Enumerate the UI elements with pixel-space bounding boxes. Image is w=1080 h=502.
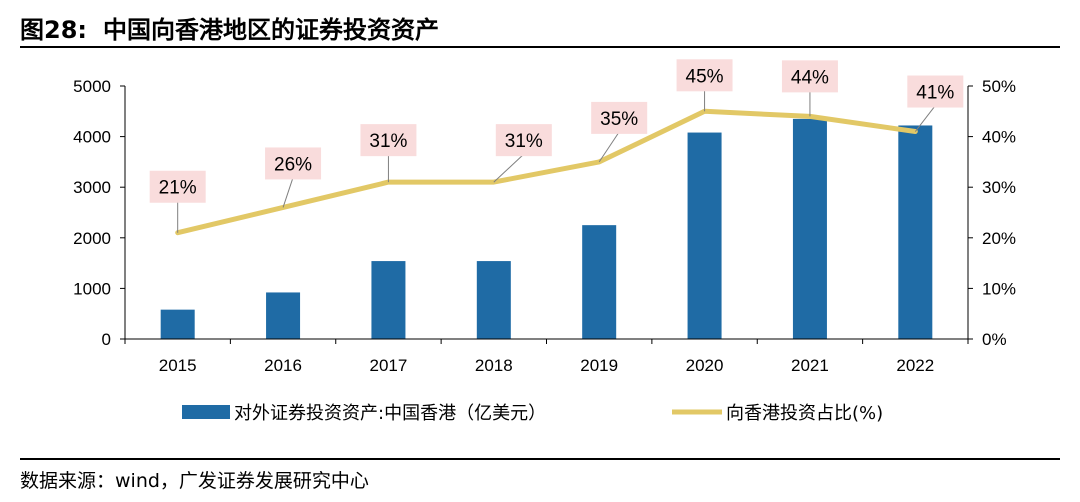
line-series-share (175, 108, 918, 236)
y-right-tick-label: 0% (982, 330, 1007, 349)
chart: 0 1000 2000 3000 4000 5000 0% 10% 20% 30% 40% 50% 20… (73, 59, 1016, 424)
axes-layer: 0 1000 2000 3000 4000 5000 0% 10% 20% 30% 40% 50% 20… (73, 77, 1016, 375)
data-label-box (676, 59, 733, 92)
legend-swatch-bar (182, 405, 230, 419)
bottom-rule (20, 458, 1060, 460)
legend: 对外证券投资资产:中国香港（亿美元） 向香港投资占比(%) (182, 403, 883, 424)
y-right-tick-label: 40% (982, 128, 1016, 147)
labels-layer: 21% 26% 31% 31% 35% 45% 44% 41% (149, 59, 964, 233)
data-label-2017: 31% (369, 131, 407, 152)
x-tick-label-2016: 2016 (264, 356, 302, 375)
bar-2017 (371, 261, 406, 339)
data-label-2015: 21% (159, 178, 197, 199)
x-tick-label-2017: 2017 (370, 356, 408, 375)
title-bar: 图28: 中国向香港地区的证券投资资产 (0, 0, 1080, 48)
x-tick-label-2022: 2022 (896, 356, 934, 375)
y-right-tick-label: 30% (982, 178, 1016, 197)
bar-2018 (476, 261, 511, 339)
y-left-tick-label: 5000 (73, 77, 111, 96)
bar-2019 (582, 225, 617, 339)
bars-layer (160, 118, 933, 339)
data-label-box (781, 60, 838, 93)
data-label-2016: 26% (274, 154, 312, 175)
data-label-box (360, 124, 417, 157)
data-label-2018: 31% (505, 131, 543, 152)
source-note: 数据来源：wind，广发证券发展研究中心 (20, 470, 369, 492)
x-tick-label-2020: 2020 (686, 356, 724, 375)
data-label-2019: 35% (600, 109, 638, 130)
figure-title: 图28: 中国向香港地区的证券投资资产 (20, 10, 439, 45)
data-label-2020: 45% (686, 66, 724, 87)
data-label-2022: 41% (916, 83, 954, 104)
data-label-2021: 44% (791, 67, 829, 88)
x-tick-label-2021: 2021 (791, 356, 829, 375)
data-label-leader (493, 153, 525, 183)
figure-title-text: 中国向香港地区的证券投资资产 (103, 16, 439, 44)
data-label-box (907, 75, 964, 108)
x-tick-label-2018: 2018 (475, 356, 513, 375)
bar-2022 (898, 125, 933, 339)
bar-2020 (687, 132, 722, 339)
y-right-tick-label: 50% (982, 77, 1016, 96)
y-right-tick-label: 20% (982, 229, 1016, 248)
y-left-tick-label: 4000 (73, 128, 111, 147)
x-tick-label-2019: 2019 (580, 356, 618, 375)
figure-number: 图28: (20, 16, 87, 44)
bar-2016 (266, 292, 301, 339)
y-left-tick-label: 1000 (73, 279, 111, 298)
data-label-leader (282, 177, 294, 208)
top-rule (20, 46, 1060, 48)
legend-label-bar: 对外证券投资资产:中国香港（亿美元） (234, 403, 546, 424)
line-layer (175, 108, 918, 236)
y-right-tick-label: 10% (982, 279, 1016, 298)
data-label-box (591, 101, 648, 134)
data-label-box (149, 170, 206, 203)
y-left-tick-label: 2000 (73, 229, 111, 248)
bar-2015 (160, 309, 195, 339)
y-left-tick-label: 3000 (73, 178, 111, 197)
legend-label-line: 向香港投资占比(%) (726, 403, 883, 424)
data-label-box (495, 124, 552, 157)
x-tick-label-2015: 2015 (159, 356, 197, 375)
data-label-leader (598, 131, 620, 163)
y-left-tick-label: 0 (102, 330, 111, 349)
bar-2021 (792, 118, 827, 339)
data-label-leader (914, 105, 936, 132)
data-label-box (265, 147, 322, 180)
